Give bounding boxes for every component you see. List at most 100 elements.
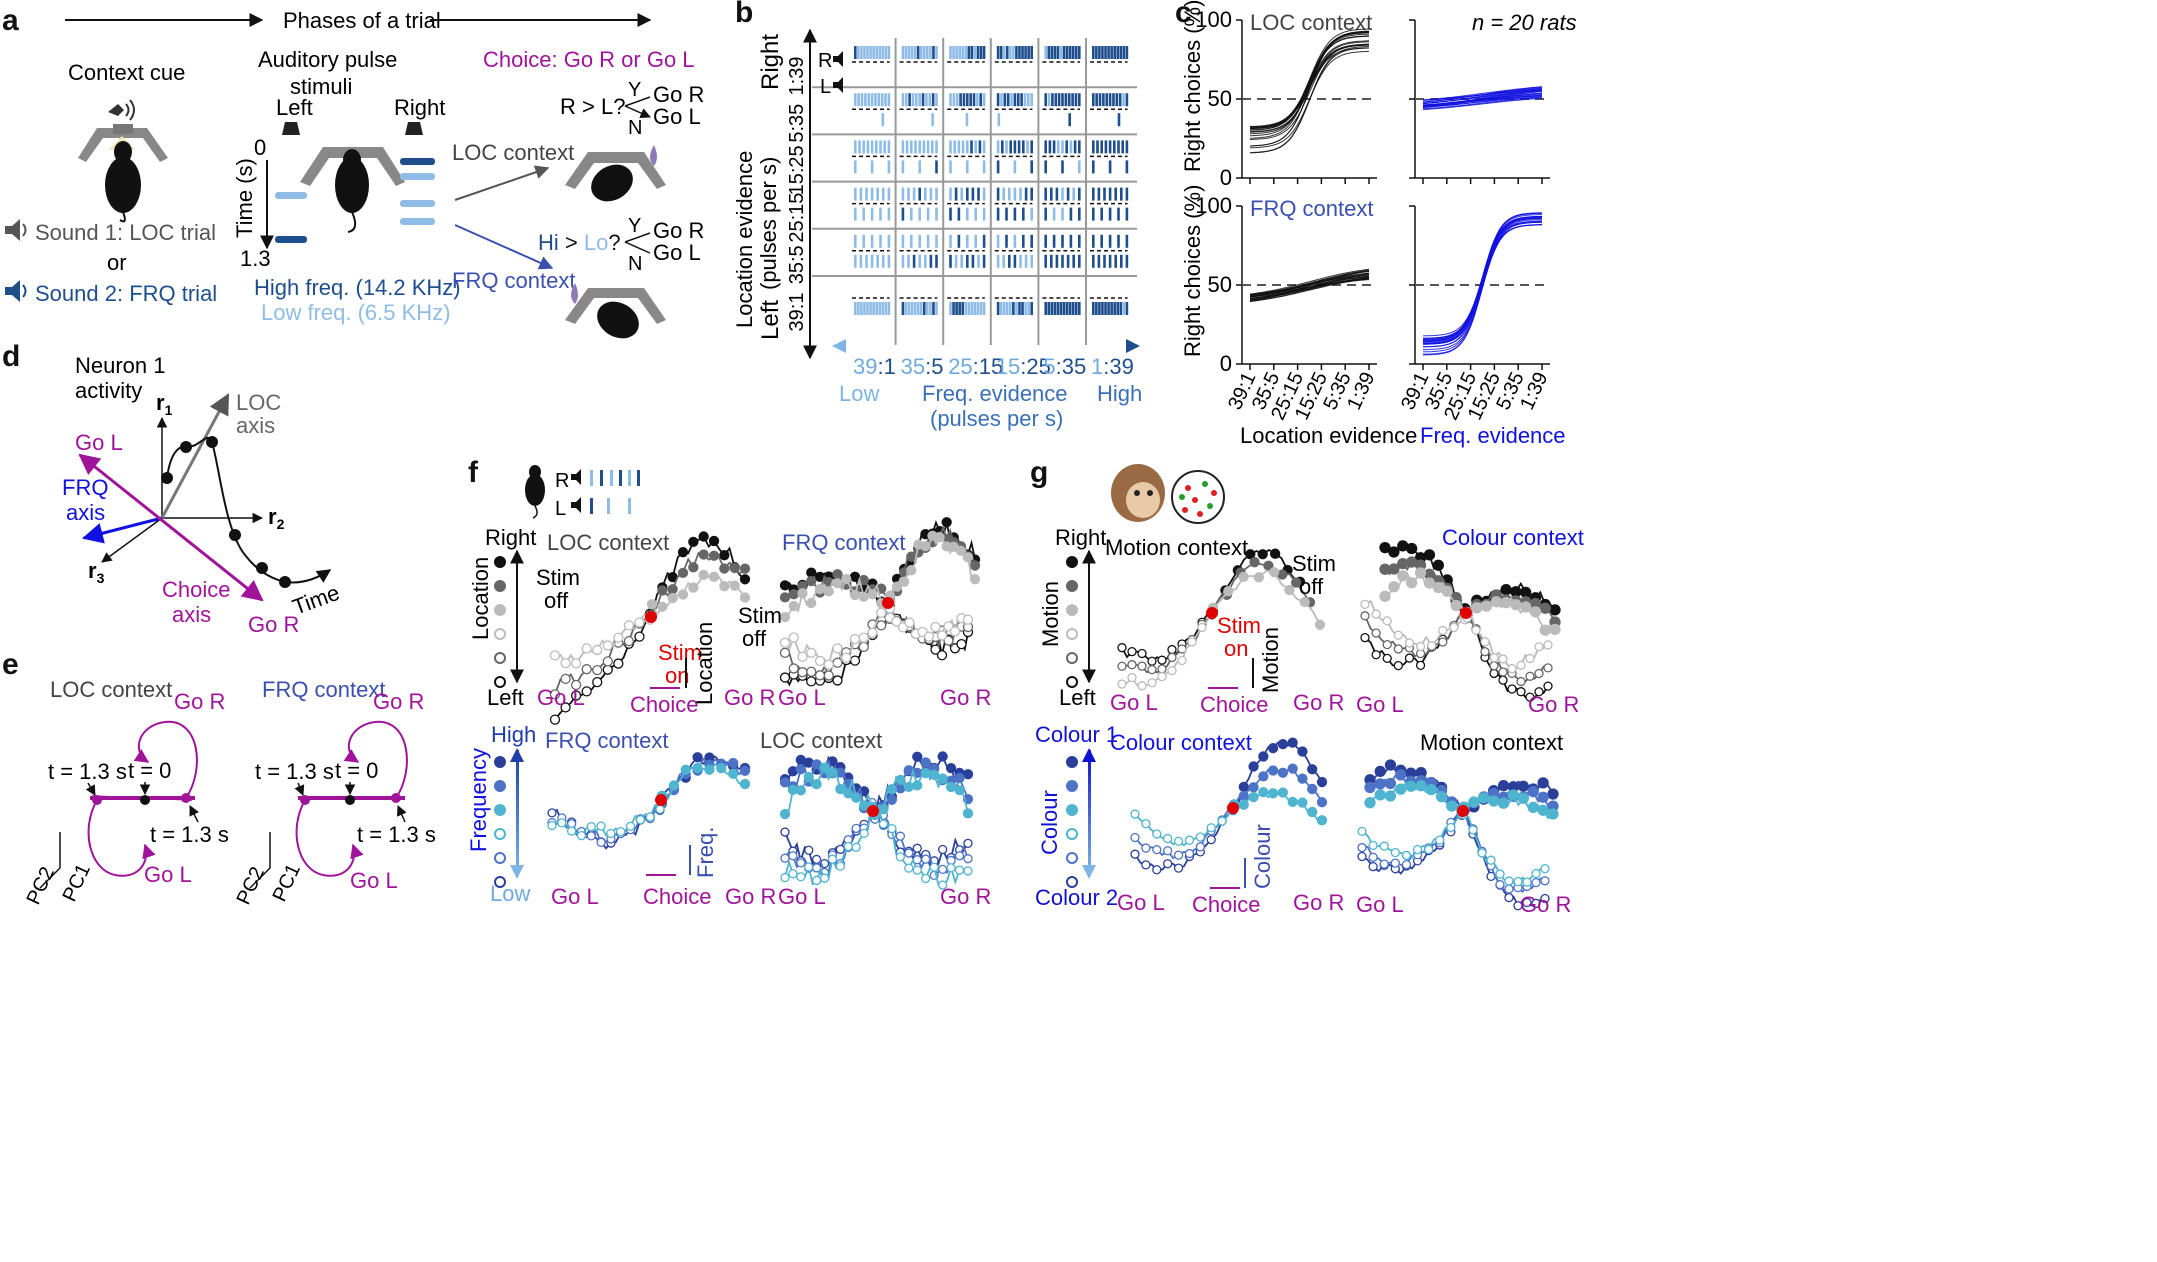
b-pulse xyxy=(1061,207,1064,221)
panel-f: f R L Right Left Location High Low Frequ… xyxy=(466,456,991,909)
f-tl-go-right-point xyxy=(708,550,720,561)
g-br-trace-point xyxy=(1531,868,1541,879)
g-br-trace-point xyxy=(1395,769,1407,781)
b-pulse xyxy=(1108,254,1112,268)
g-bl-trace-point xyxy=(1163,846,1173,856)
b-pulse xyxy=(949,46,952,59)
b-pulse xyxy=(1125,234,1129,248)
g-br-trace-point xyxy=(1435,835,1445,845)
monkey-icon xyxy=(1111,464,1165,522)
b-pulse xyxy=(1003,93,1007,107)
b-pulse xyxy=(881,302,885,315)
b-pulse xyxy=(1050,302,1054,315)
b-pulse xyxy=(1078,234,1081,248)
b-pulse xyxy=(1122,93,1125,107)
f-tl-go-right-point xyxy=(688,582,699,593)
legend-dot xyxy=(494,676,506,688)
b-pulse xyxy=(870,187,874,201)
g-tr-trace-point xyxy=(1539,624,1551,636)
g-bl-trace-point xyxy=(1195,842,1205,852)
b-pulse xyxy=(1044,207,1047,221)
f-tl-stimon-open-point xyxy=(613,658,624,669)
b-pulse xyxy=(1062,302,1066,315)
b-pulse xyxy=(1024,46,1027,59)
b-pulse xyxy=(982,302,986,315)
b-pulse xyxy=(926,207,930,221)
f-br-trace-point xyxy=(780,853,790,863)
g-br-trace-point xyxy=(1537,791,1549,803)
d-trajectory-points xyxy=(161,436,291,588)
f-tr-trace-point xyxy=(806,597,817,609)
b-pulse xyxy=(1071,93,1074,107)
g-br-trace-point xyxy=(1435,791,1448,803)
f-go-r-2: Go R xyxy=(940,685,991,710)
g-br-trace-point xyxy=(1379,859,1389,869)
b-pulse xyxy=(878,302,882,315)
f-br-trace-point xyxy=(937,864,948,875)
b-pulse xyxy=(1065,302,1069,315)
b-pulse xyxy=(1067,93,1071,107)
b-pulse xyxy=(1092,302,1095,315)
b-pulse xyxy=(960,254,963,268)
g-br-trace-point xyxy=(1517,792,1529,804)
b-pulse xyxy=(954,254,958,268)
b-pulse xyxy=(1044,254,1047,268)
b-pulse xyxy=(952,93,956,107)
f-tl-go-right-point xyxy=(708,535,720,547)
f-pulse xyxy=(610,470,613,486)
b-pulse xyxy=(1019,187,1022,201)
b-pulse xyxy=(1048,140,1052,154)
c-curve xyxy=(1422,214,1543,341)
b-pulse xyxy=(996,187,1000,201)
b-y-axis-1: Location evidence xyxy=(732,151,757,328)
g-br-trace-point xyxy=(1495,880,1505,890)
b-pulse xyxy=(860,46,863,59)
g-br-trace-point xyxy=(1477,848,1487,858)
g-br-trace-point xyxy=(1374,765,1386,778)
b-pulse xyxy=(1074,46,1078,59)
g-bl-trace-point xyxy=(1307,764,1318,775)
b-pulse xyxy=(966,160,969,174)
f-bl-trace-point xyxy=(645,812,655,822)
f-tl-go-right-point xyxy=(719,581,730,592)
f-br-trace-point xyxy=(921,873,931,884)
b-pulse xyxy=(1119,302,1123,315)
b-pulse xyxy=(1013,140,1017,154)
f-tl-stimon-open-point xyxy=(581,664,592,675)
g-bl-trace-point xyxy=(1267,765,1279,776)
f-tr-trace-point xyxy=(806,575,817,587)
b-pulse xyxy=(1055,254,1059,268)
f-tr-trace-point xyxy=(891,581,903,592)
b-pulse xyxy=(918,187,921,201)
b-pulse xyxy=(884,46,888,59)
legend-dot xyxy=(1066,876,1078,888)
b-pulse xyxy=(864,93,867,107)
g-tl-trace-point xyxy=(1290,577,1302,588)
g-br-trace-point xyxy=(1415,780,1427,792)
b-pulse xyxy=(887,234,891,248)
b-pulse xyxy=(1108,93,1112,107)
g-br-trace-point xyxy=(1495,869,1505,879)
g-tl-trace-point xyxy=(1253,572,1265,583)
b-pulse xyxy=(901,234,905,248)
b-pulse xyxy=(964,302,968,315)
b-pulse xyxy=(974,234,977,248)
f-tr-title: FRQ context xyxy=(782,530,905,555)
b-pulse xyxy=(1018,46,1021,59)
f-br-trace-point xyxy=(803,771,814,783)
b-pulse xyxy=(955,93,959,107)
g-br-trace-point xyxy=(1368,840,1378,851)
d-frq-axis-2: axis xyxy=(66,500,105,525)
b-pulse xyxy=(875,46,878,59)
f-pulse xyxy=(607,498,610,514)
g-tl-trace-point xyxy=(1197,622,1207,633)
f-stim-off-1a: Stim xyxy=(536,565,580,590)
b-pulse xyxy=(1044,93,1047,107)
e-frq-t0: t = 0 xyxy=(335,758,378,783)
g-tr-trace-point xyxy=(1529,606,1542,618)
b-pulse xyxy=(901,46,905,59)
b-pulse xyxy=(881,113,885,127)
b-pulse xyxy=(1027,46,1030,59)
g-tl-trace-point xyxy=(1299,596,1310,608)
